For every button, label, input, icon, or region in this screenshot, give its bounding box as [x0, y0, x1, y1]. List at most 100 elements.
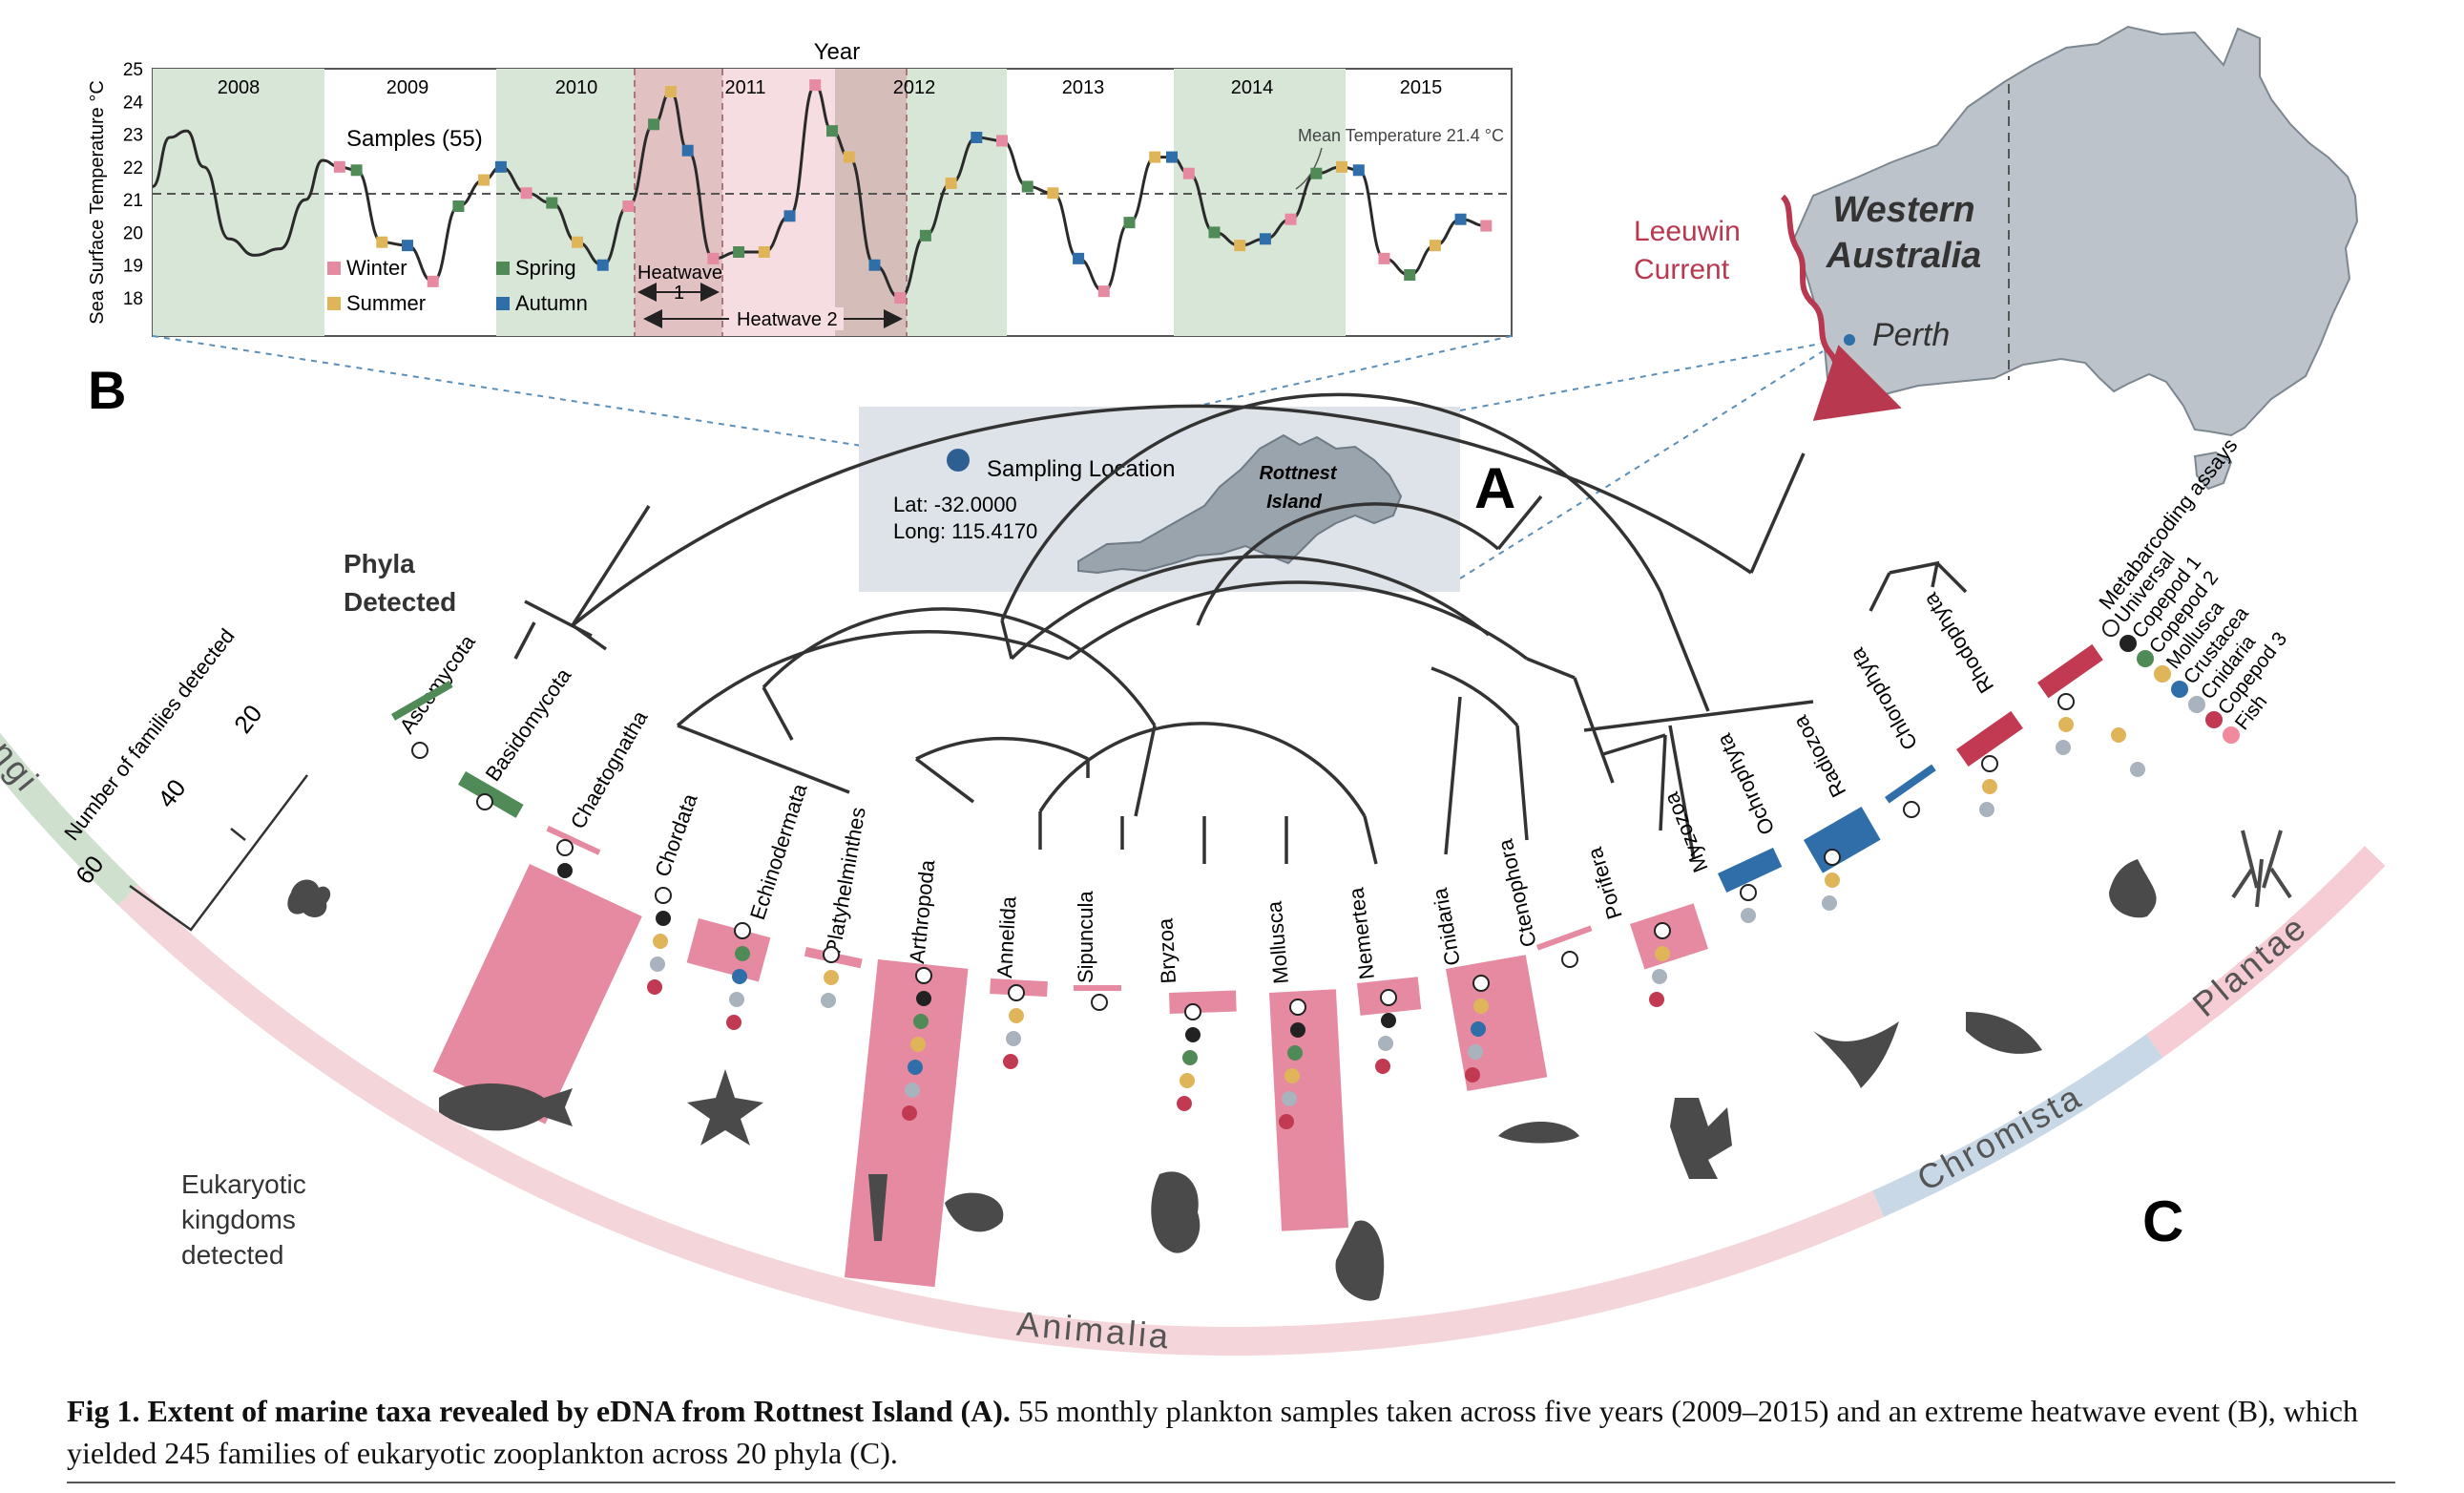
assay-dot	[732, 969, 747, 984]
sample-marker	[809, 79, 822, 92]
phylum-label: Chordata	[650, 789, 702, 879]
sample-marker	[971, 132, 983, 143]
sample-marker	[1352, 164, 1365, 177]
sample-marker	[1047, 187, 1059, 200]
assay-dot	[2058, 717, 2074, 732]
phylum-family-bar	[1536, 925, 1593, 951]
kingdom-label: Plantae	[2185, 907, 2315, 1024]
sample-marker	[945, 178, 957, 189]
assay-dot	[1378, 1036, 1393, 1051]
panel-b-letter: B	[88, 360, 126, 420]
plantae-band	[2146, 846, 2386, 1058]
assay-dot-universal	[1824, 849, 1841, 866]
phylum-label: Rhodophyta	[1918, 588, 1998, 698]
sample-marker	[1123, 217, 1136, 229]
phylum-label: Mollusca	[1262, 899, 1293, 984]
caption-text: 55 monthly plankton samples taken across…	[67, 1394, 2358, 1470]
assay-dot	[2111, 727, 2126, 743]
ochrophyta-silhouette	[1966, 1012, 2042, 1054]
assay-dot-universal	[411, 742, 428, 759]
region-name-1: Western	[1832, 190, 1974, 230]
sample-marker	[452, 200, 465, 212]
sample-marker	[546, 197, 558, 209]
assay-dot-universal	[1289, 999, 1306, 1016]
assay-dot	[557, 863, 573, 878]
assay-legend-dot	[2102, 620, 2119, 637]
y-tick-label: 21	[123, 191, 143, 211]
assay-dot	[647, 979, 662, 995]
phylum-label: Chaetognatha	[566, 706, 653, 833]
assay-dot	[910, 1037, 926, 1052]
island-name-2: Island	[1266, 492, 1323, 513]
phylum-family-bar	[1804, 807, 1881, 873]
kingdoms-title-3: detected	[181, 1240, 283, 1270]
assay-dot	[1982, 779, 1997, 794]
sample-marker	[478, 174, 491, 186]
phylum-family-bar	[1717, 847, 1783, 893]
legend-label: Summer	[346, 291, 426, 315]
phylum-label: Porifera	[1582, 844, 1627, 922]
sample-marker	[622, 200, 635, 212]
samples-label: Samples (55)	[346, 126, 483, 152]
annelid-silhouette	[945, 1192, 1004, 1232]
phylum-label: Ctenophora	[1493, 836, 1540, 949]
legend-label: Autumn	[515, 291, 588, 315]
phylum-family-bar	[2037, 643, 2103, 699]
assay-legend-dot	[2137, 650, 2154, 667]
sample-marker	[520, 187, 532, 200]
family-scale-axes	[129, 774, 308, 932]
assay-dot	[1741, 908, 1756, 923]
sponge-silhouette	[1670, 1098, 1732, 1179]
sample-marker	[664, 86, 677, 97]
assay-dot	[1649, 992, 1664, 1007]
assay-dot	[1290, 1022, 1305, 1038]
figure-canvas: Year Sea Surface Temperature °C 25 24 23 22…	[0, 25, 2386, 1356]
chromista-band	[1872, 1034, 2163, 1217]
mollusc-silhouette	[1335, 1220, 1385, 1301]
assay-legend-dot	[2154, 665, 2171, 683]
sample-marker	[1097, 285, 1110, 298]
assay-dot	[1009, 1008, 1024, 1023]
y-tick-label: 23	[123, 126, 143, 146]
heatwave1-num: 1	[674, 283, 684, 304]
sample-marker	[376, 236, 388, 248]
assay-dot	[2130, 762, 2145, 777]
phylum-label: Echinodermata	[745, 780, 812, 922]
sample-marker	[402, 240, 413, 252]
sample-marker	[1310, 167, 1323, 179]
assay-dot-universal	[1903, 801, 1920, 818]
scale-tick-40: 40	[152, 773, 191, 812]
sample-marker	[494, 160, 507, 173]
australia-map: Western Australia Perth Leeuwin Current	[1634, 25, 2359, 491]
assay-dot-universal	[655, 887, 672, 904]
perth-dot	[1844, 334, 1855, 346]
assay-dot	[824, 970, 839, 985]
assay-dot	[1279, 1114, 1294, 1129]
phylogenetic-tree	[513, 392, 1968, 865]
assay-legend-dot	[2188, 696, 2205, 713]
heatwave1-label: Heatwave	[637, 263, 722, 284]
sample-marker	[1336, 160, 1347, 173]
assay-legend-dot	[2205, 711, 2223, 728]
assay-dot-universal	[1008, 984, 1025, 1001]
radiozoa-silhouette	[1813, 1021, 1899, 1088]
y-tick-label: 22	[123, 158, 143, 179]
year-label: 2012	[893, 77, 936, 98]
scale-tick-20: 20	[228, 699, 267, 738]
sampling-location-panel: Sampling Location Lat: -32.0000 Long: 11…	[859, 407, 1515, 592]
copepod-silhouette	[868, 1174, 887, 1241]
assay-dot	[1473, 999, 1489, 1014]
assay-dot	[1284, 1068, 1300, 1083]
fish-silhouette	[439, 1083, 573, 1131]
year-label: 2013	[1062, 77, 1105, 98]
assay-dot	[729, 992, 744, 1007]
assay-dot-universal	[1561, 951, 1578, 968]
sample-marker	[894, 292, 907, 304]
sample-marker	[596, 259, 609, 271]
assay-dot	[908, 1060, 923, 1075]
legend-swatch	[327, 297, 341, 310]
bryozoa-silhouette	[1151, 1171, 1201, 1253]
assay-dot	[1465, 1067, 1480, 1083]
family-scale-title: Number of families detected	[59, 624, 239, 845]
